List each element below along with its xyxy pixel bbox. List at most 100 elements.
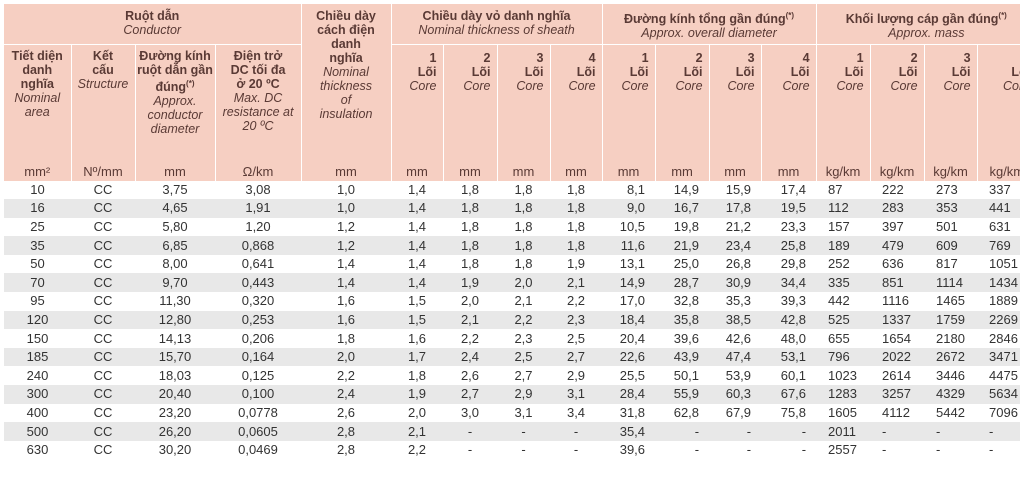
cell-structure: CC — [71, 292, 135, 311]
cell-mass-3: 3446 — [924, 366, 978, 386]
cell-mass-4: 337 — [977, 180, 1020, 200]
cell-sheath-1: 1,7 — [391, 347, 443, 367]
cell-structure: CC — [71, 199, 135, 218]
cell-structure: CC — [71, 422, 135, 441]
cell-insulation: 2,2 — [301, 366, 391, 386]
cell-sheath-2: - — [443, 422, 497, 441]
cell-sheath-4: 1,8 — [550, 199, 603, 218]
cell-diameter-1: 25,5 — [602, 366, 656, 386]
cell-sheath-2: 1,8 — [443, 254, 497, 274]
cell-area: 16 — [4, 199, 71, 218]
cell-mass-3: 1759 — [924, 310, 978, 330]
cell-resistance: 0,253 — [215, 310, 301, 330]
cell-mass-2: - — [870, 422, 925, 441]
cell-mass-3: 1465 — [924, 292, 978, 311]
cell-mass-1: 796 — [816, 347, 871, 367]
cell-mass-4: 2846 — [977, 329, 1020, 348]
cell-area: 500 — [4, 422, 71, 441]
cell-conductor-diameter: 9,70 — [135, 273, 215, 293]
core-label-en: Core — [890, 79, 918, 93]
cell-diameter-2: 19,8 — [655, 217, 710, 237]
area-title-en: Nominal area — [14, 91, 61, 119]
cell-mass-2: 283 — [870, 199, 925, 218]
diameter-title-en: Approx. overall diameter — [641, 26, 777, 41]
cell-sheath-1: 1,9 — [391, 385, 443, 404]
cell-sheath-4: 2,1 — [550, 273, 603, 293]
cell-diameter-3: - — [709, 440, 762, 460]
cell-sheath-2: 1,8 — [443, 217, 497, 237]
cell-mass-4: 1889 — [977, 292, 1020, 311]
cell-conductor-diameter: 23,20 — [135, 403, 215, 423]
cell-sheath-3: 2,0 — [497, 273, 550, 293]
unit-mass-2: kg/km — [869, 156, 925, 181]
cell-mass-1: 2011 — [816, 422, 871, 441]
cell-diameter-1: 11,6 — [602, 236, 656, 255]
sheath-title: Chiều dày vỏ danh nghĩa — [422, 9, 571, 23]
cell-diameter-2: - — [655, 422, 710, 441]
table-row: 630 CC 30,20 0,0469 2,8 2,2- - -39,6- - -2557- - - — [4, 440, 1020, 460]
unit-mass-3: kg/km — [923, 156, 978, 181]
conductor-diameter-footnote-mark: (*) — [186, 79, 195, 88]
mass-footnote-mark: (*) — [998, 11, 1007, 20]
cell-diameter-1: 8,1 — [602, 180, 656, 200]
cell-area: 120 — [4, 310, 71, 330]
core-label: Lõi — [951, 65, 971, 79]
sheath-group-header: Chiều dày vỏ danh nghĩa Nominal thicknes… — [390, 4, 603, 45]
cell-mass-3: - — [924, 440, 978, 460]
conductor-title-en: Conductor — [123, 23, 182, 37]
cell-insulation: 1,2 — [301, 217, 391, 237]
cell-mass-4: 7096 — [977, 403, 1020, 423]
cell-sheath-3: 1,8 — [497, 180, 550, 200]
cell-sheath-2: 1,9 — [443, 273, 497, 293]
table-row: 400 CC 23,20 0,0778 2,6 2,0 3,0 3,1 3,4 31,8 62,8 6… — [4, 403, 1020, 423]
cell-structure: CC — [71, 440, 135, 460]
cell-mass-2: 851 — [870, 273, 925, 293]
cell-mass-3: 1114 — [924, 273, 978, 293]
mass-core-2: 2 Lõi Core — [869, 44, 925, 157]
cell-diameter-3: 38,5 — [709, 310, 762, 330]
cell-mass-3: 5442 — [924, 403, 978, 423]
cell-diameter-4: 17,4 — [761, 180, 817, 200]
cell-insulation: 2,4 — [301, 385, 391, 404]
cell-diameter-1: 20,4 — [602, 329, 656, 348]
cell-mass-3: 817 — [924, 254, 978, 274]
unit-diameter-3: mm — [708, 156, 762, 181]
core-label: Lõi — [735, 65, 755, 79]
cell-diameter-4: 60,1 — [761, 366, 817, 386]
cell-diameter-2: 25,0 — [655, 254, 710, 274]
mass-core-3: 3 Lõi Core — [923, 44, 978, 157]
cell-diameter-1: 18,4 — [602, 310, 656, 330]
cell-sheath-2: 2,6 — [443, 366, 497, 386]
cell-diameter-3: 21,2 — [709, 217, 762, 237]
cell-resistance: 0,206 — [215, 329, 301, 348]
core-number: 1 — [429, 51, 437, 65]
insulation-header: Chiều dày cách điện danh nghĩa Nominal t… — [300, 4, 391, 157]
table-row: 500 CC 26,20 0,0605 2,8 2,1- - -35,4- - -2011- - - — [4, 422, 1020, 441]
cell-insulation: 1,6 — [301, 310, 391, 330]
table-body: 10 CC 3,75 3,08 1,0 1,4 1,8 1,8 1,8 8,1 14,9 15,9 17… — [4, 180, 1020, 460]
cell-sheath-2: 1,8 — [443, 236, 497, 255]
cell-mass-4: - — [977, 422, 1020, 441]
core-label: Lõi — [1011, 65, 1020, 79]
cell-area: 185 — [4, 347, 71, 367]
core-label-en: Core — [621, 79, 649, 93]
cell-mass-2: 1116 — [870, 292, 925, 311]
unit-insulation: mm — [300, 156, 391, 181]
cell-resistance: 1,20 — [215, 217, 301, 237]
table-row: 120 CC 12,80 0,253 1,6 1,5 2,1 2,2 2,3 18,4 35,8 38… — [4, 310, 1020, 330]
cell-mass-1: 1605 — [816, 403, 871, 423]
cell-diameter-3: 30,9 — [709, 273, 762, 293]
cell-sheath-1: 1,4 — [391, 180, 443, 200]
cell-conductor-diameter: 12,80 — [135, 310, 215, 330]
core-label-en: Core — [836, 79, 864, 93]
cell-structure: CC — [71, 217, 135, 237]
cell-diameter-4: 19,5 — [761, 199, 817, 218]
resistance-header: Điện trở DC tối đa ở 20 ºC Max. DC resis… — [214, 44, 301, 157]
core-number: 2 — [483, 51, 491, 65]
cell-mass-1: 525 — [816, 310, 871, 330]
conductor-diameter-title: Đường kính ruột dẫn gần đúng — [137, 49, 213, 95]
cell-structure: CC — [71, 385, 135, 404]
cell-diameter-4: 34,4 — [761, 273, 817, 293]
cell-mass-4: 4475 — [977, 366, 1020, 386]
